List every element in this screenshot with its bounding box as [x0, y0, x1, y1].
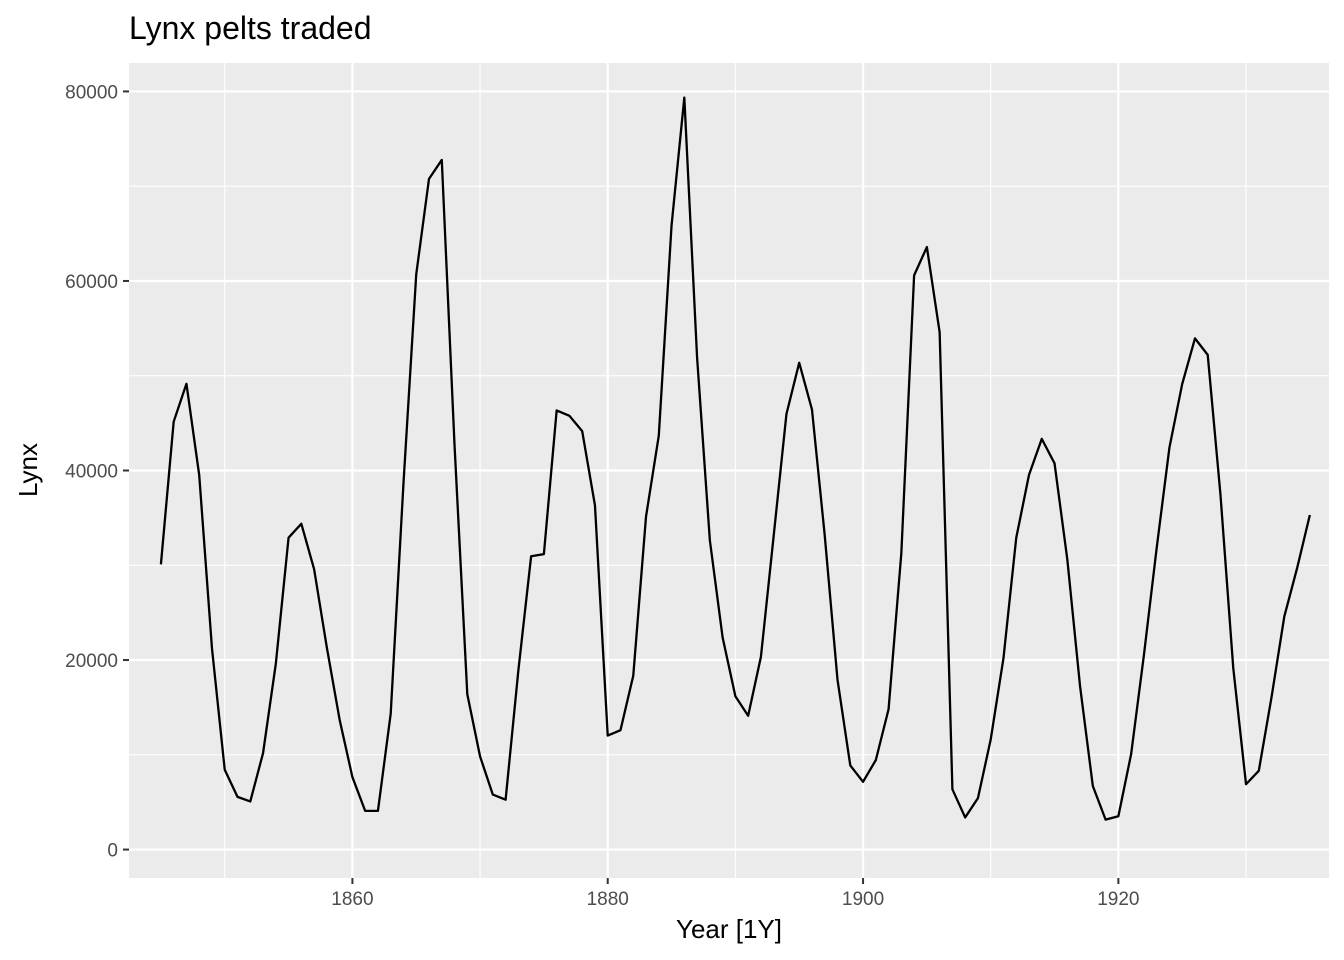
x-axis: 1860 1880 1900 1920 — [331, 878, 1140, 910]
x-tick-label: 1920 — [1097, 889, 1139, 910]
x-tick-label: 1900 — [842, 889, 884, 910]
y-axis: 0 20000 40000 60000 80000 — [65, 82, 129, 862]
x-tick-label: 1860 — [331, 889, 373, 910]
y-tick-label: 0 — [107, 841, 118, 862]
y-tick-label: 40000 — [65, 462, 118, 483]
y-tick-label: 60000 — [65, 272, 118, 293]
x-tick-label: 1880 — [587, 889, 629, 910]
chart-title: Lynx pelts traded — [129, 10, 372, 46]
y-tick-label: 20000 — [65, 651, 118, 672]
y-tick-label: 80000 — [65, 82, 118, 103]
x-axis-title: Year [1Y] — [676, 914, 782, 944]
y-axis-title: Lynx — [13, 443, 43, 497]
lynx-series-line — [159, 96, 1311, 821]
